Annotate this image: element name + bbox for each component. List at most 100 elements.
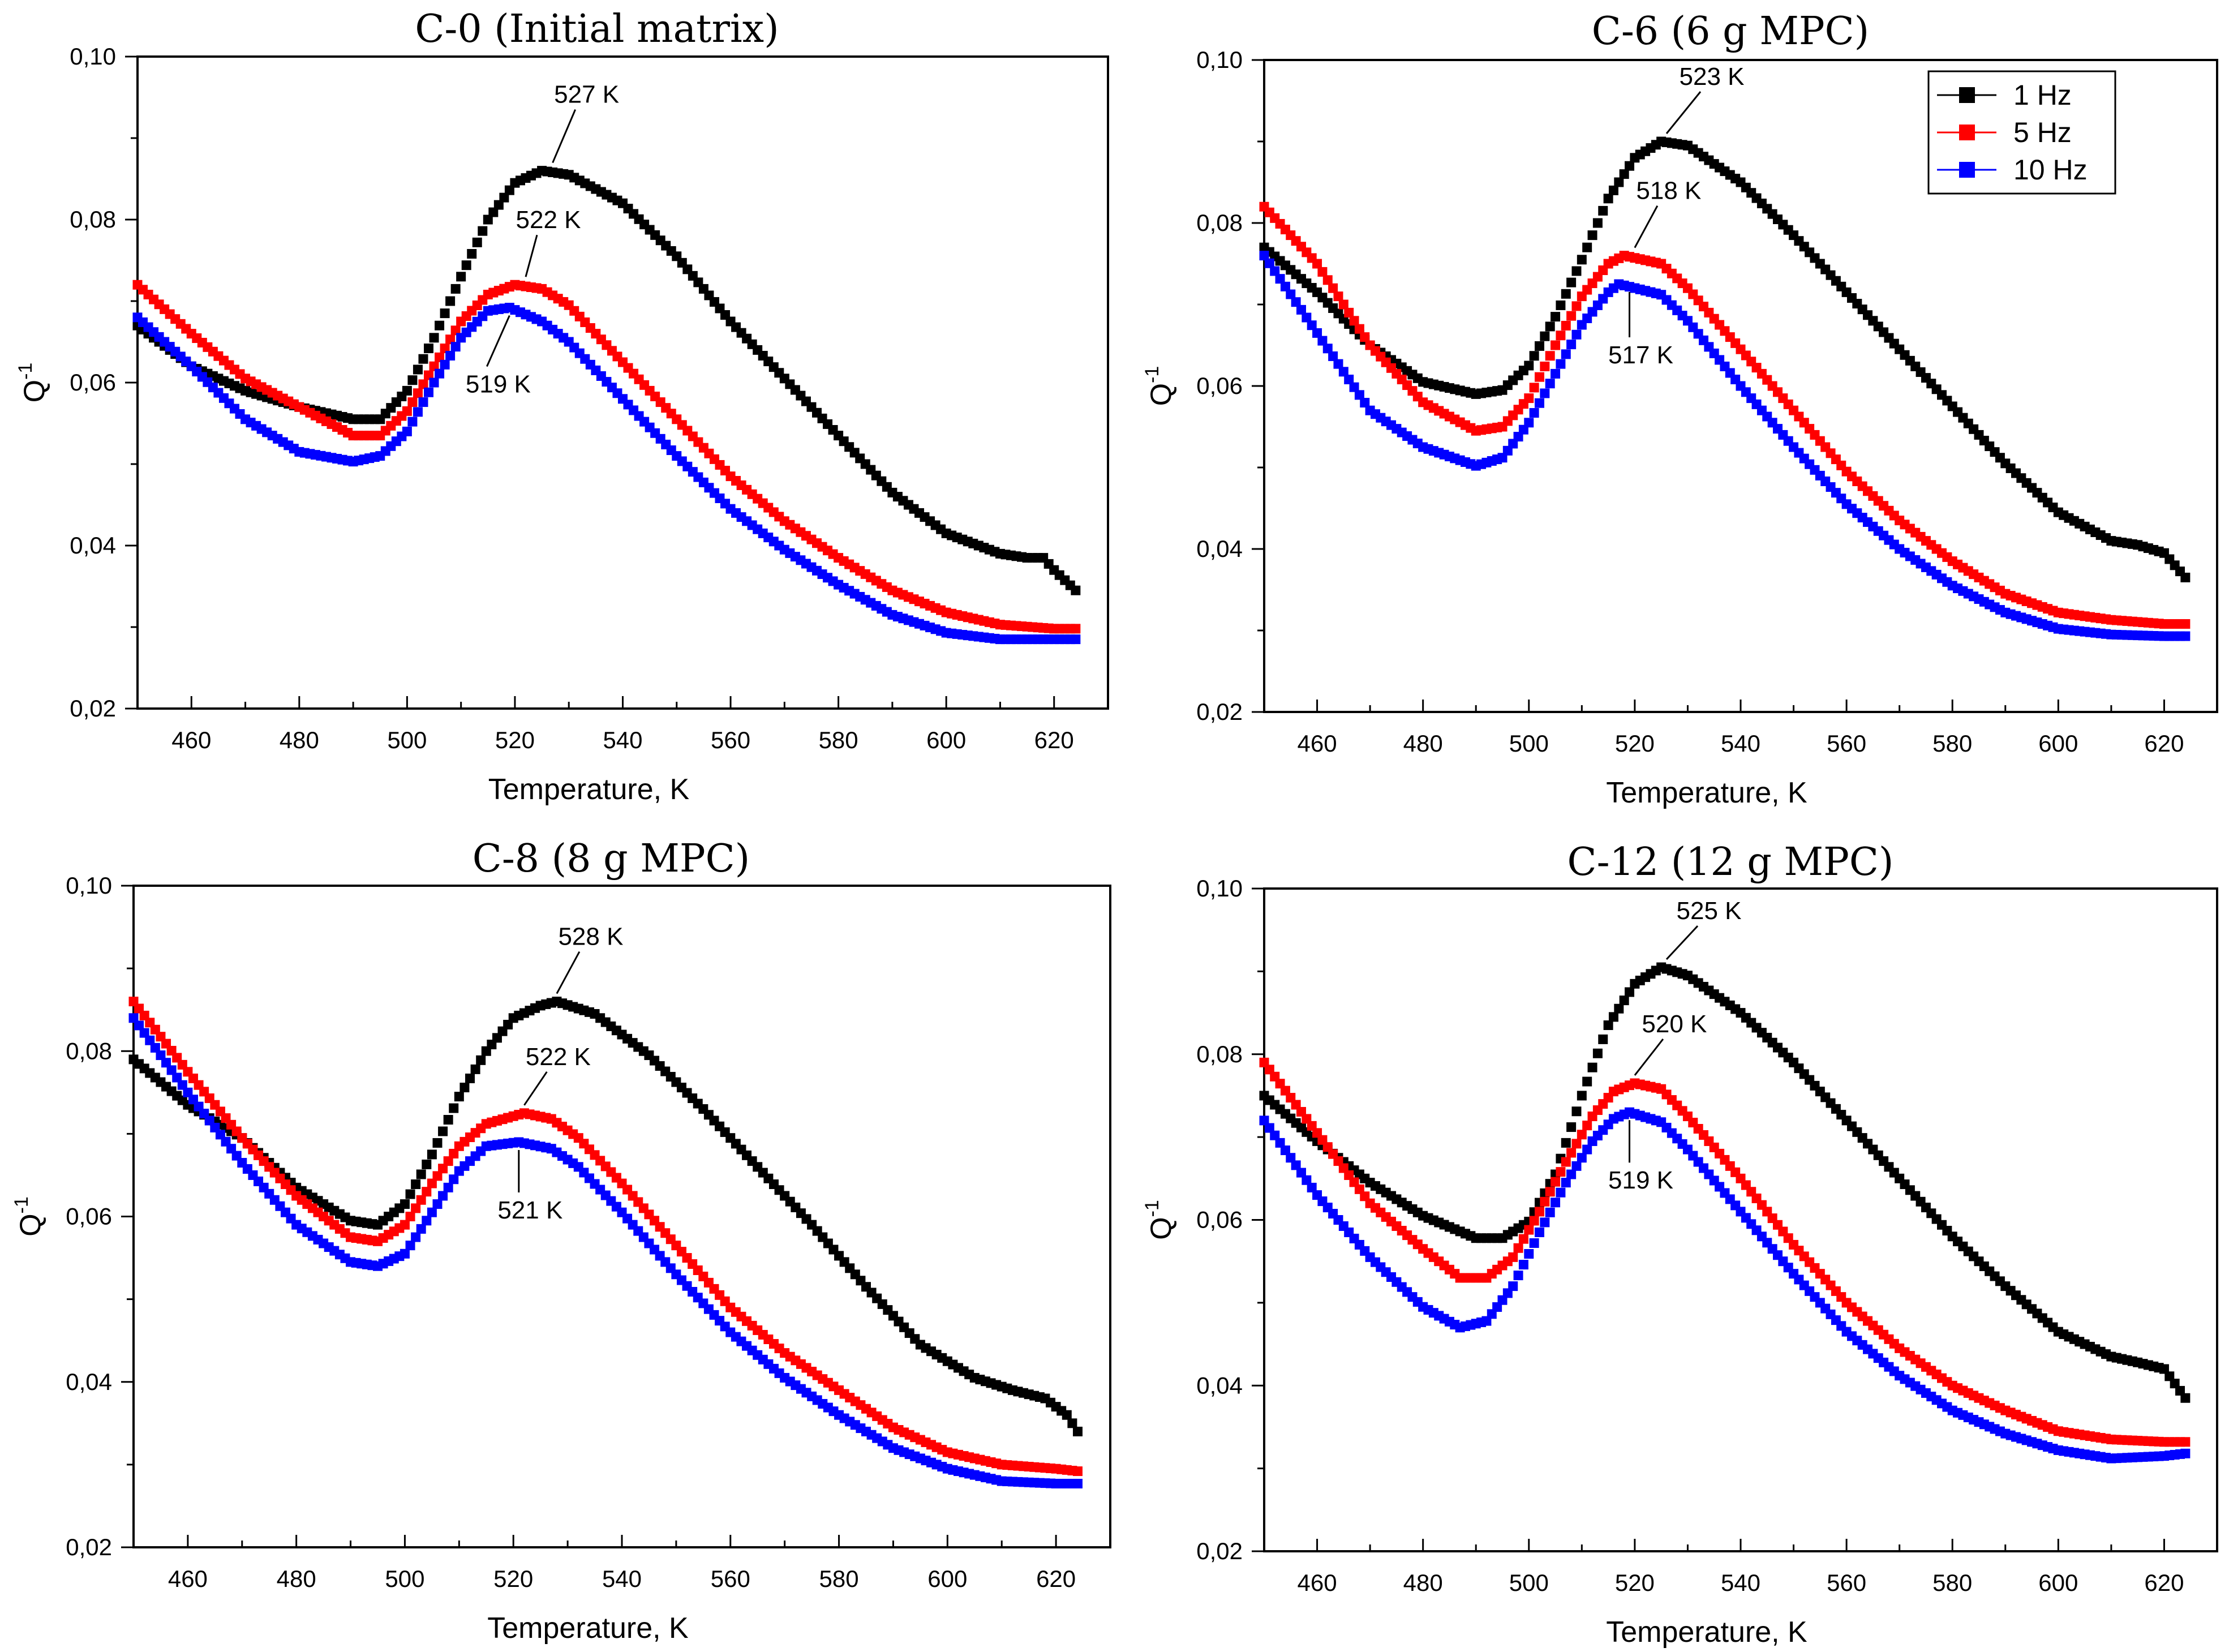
x-tick-label: 460 xyxy=(1298,730,1337,757)
data-point xyxy=(443,1182,453,1192)
series-3 xyxy=(132,303,1081,645)
data-point xyxy=(1566,1148,1577,1158)
series-1 xyxy=(128,997,1083,1436)
data-point xyxy=(476,1055,486,1065)
data-point xyxy=(1322,275,1333,285)
x-tick-label: 560 xyxy=(1827,730,1866,757)
data-point xyxy=(465,1073,475,1083)
data-point xyxy=(1598,205,1608,216)
data-point xyxy=(1344,374,1354,384)
peak-annotation: 527 K xyxy=(554,81,619,109)
data-point xyxy=(418,354,428,364)
data-point xyxy=(2164,1371,2175,1381)
data-point xyxy=(1587,1062,1597,1072)
data-point xyxy=(128,1013,139,1023)
data-point xyxy=(2180,631,2191,641)
series-3 xyxy=(1259,251,2191,641)
x-tick-label: 620 xyxy=(2144,1569,2184,1596)
data-point xyxy=(1328,351,1338,361)
chart-title: C-8 (8 g MPC) xyxy=(473,836,750,881)
data-point xyxy=(445,334,456,345)
y-axis-title-superscript: -1 xyxy=(11,1196,32,1213)
plot-frame xyxy=(136,55,1109,710)
y-tick-label: 0,06 xyxy=(70,369,116,396)
y-axis-title: Q-1 xyxy=(15,363,51,403)
data-point xyxy=(1566,277,1577,288)
data-point xyxy=(1551,368,1561,379)
data-point xyxy=(405,1212,415,1221)
x-tick-label: 560 xyxy=(711,1565,750,1592)
data-point xyxy=(1338,299,1348,310)
data-point xyxy=(1524,1225,1534,1235)
x-tick-label: 540 xyxy=(603,727,642,753)
x-tick-label: 520 xyxy=(495,727,535,753)
data-point xyxy=(1571,329,1582,340)
legend-label: 1 Hz xyxy=(2013,79,2072,111)
data-point xyxy=(1592,218,1603,228)
data-point xyxy=(1571,266,1582,276)
data-point xyxy=(2159,1364,2169,1374)
data-point xyxy=(2180,619,2191,629)
peak-annotation: 523 K xyxy=(1680,63,1745,91)
peak-annotation: 521 K xyxy=(497,1196,562,1224)
data-point xyxy=(1545,351,1555,361)
x-tick-label: 460 xyxy=(168,1565,208,1592)
data-point xyxy=(1508,1281,1518,1291)
data-point xyxy=(1508,1252,1518,1262)
y-tick-label: 0,08 xyxy=(1196,209,1243,236)
data-point xyxy=(1551,1198,1561,1208)
data-point xyxy=(1545,1187,1555,1197)
data-point xyxy=(400,1220,410,1230)
x-tick-label: 460 xyxy=(171,727,211,753)
data-point xyxy=(1291,1160,1301,1170)
data-point xyxy=(411,1179,421,1190)
data-point xyxy=(1561,349,1571,359)
data-point xyxy=(1071,624,1081,634)
data-point xyxy=(1275,1138,1285,1148)
data-point xyxy=(1264,258,1274,268)
x-tick-label: 500 xyxy=(1509,1569,1549,1596)
y-tick-label: 0,08 xyxy=(66,1037,112,1064)
data-point xyxy=(1608,185,1618,195)
data-point xyxy=(461,260,471,271)
x-tick-label: 480 xyxy=(280,727,319,753)
series-1 xyxy=(1259,136,2191,582)
data-point xyxy=(1072,1478,1083,1488)
data-point xyxy=(405,1241,415,1251)
data-point xyxy=(1545,321,1555,332)
data-point xyxy=(438,1191,448,1201)
data-point xyxy=(1534,372,1544,382)
data-point xyxy=(1592,1048,1603,1058)
chart-panel-1: C-0 (Initial matrix) 460 480 500 520 540 560 58… xyxy=(15,7,1109,806)
data-point xyxy=(478,226,488,236)
x-tick-label: 540 xyxy=(602,1565,642,1592)
x-tick-label: 600 xyxy=(927,1565,967,1592)
chart-panel-2: C-6 (6 g MPC) 460 480 500 520 540 560 580 600 620… xyxy=(1141,9,2218,809)
data-point xyxy=(1354,324,1364,334)
data-point xyxy=(1529,1238,1539,1248)
legend-label: 10 Hz xyxy=(2013,154,2088,186)
annotation-leader xyxy=(525,234,538,277)
data-point xyxy=(1264,1123,1274,1133)
data-point xyxy=(1067,1418,1077,1428)
y-tick-label: 0,06 xyxy=(1196,372,1243,399)
peak-annotation: 522 K xyxy=(516,206,581,234)
data-point xyxy=(413,407,423,417)
chart-panel-4: C-12 (12 g MPC) 460 480 500 520 540 560 580 600 6… xyxy=(1141,840,2218,1649)
data-point xyxy=(427,1149,437,1160)
y-axis-title: Q-1 xyxy=(1141,366,1178,406)
data-point xyxy=(1322,344,1333,354)
data-point xyxy=(416,1169,426,1179)
data-point xyxy=(1566,1169,1577,1179)
series-1 xyxy=(132,166,1081,595)
data-point xyxy=(400,1248,410,1259)
data-point xyxy=(134,1020,144,1031)
data-point xyxy=(1540,331,1550,341)
series-2 xyxy=(1259,201,2191,629)
data-point xyxy=(422,1159,432,1169)
x-tick-label: 540 xyxy=(1721,1569,1760,1596)
data-point xyxy=(422,1187,432,1197)
data-point xyxy=(427,1207,437,1217)
data-point xyxy=(1556,359,1566,369)
data-point xyxy=(1571,1106,1582,1117)
